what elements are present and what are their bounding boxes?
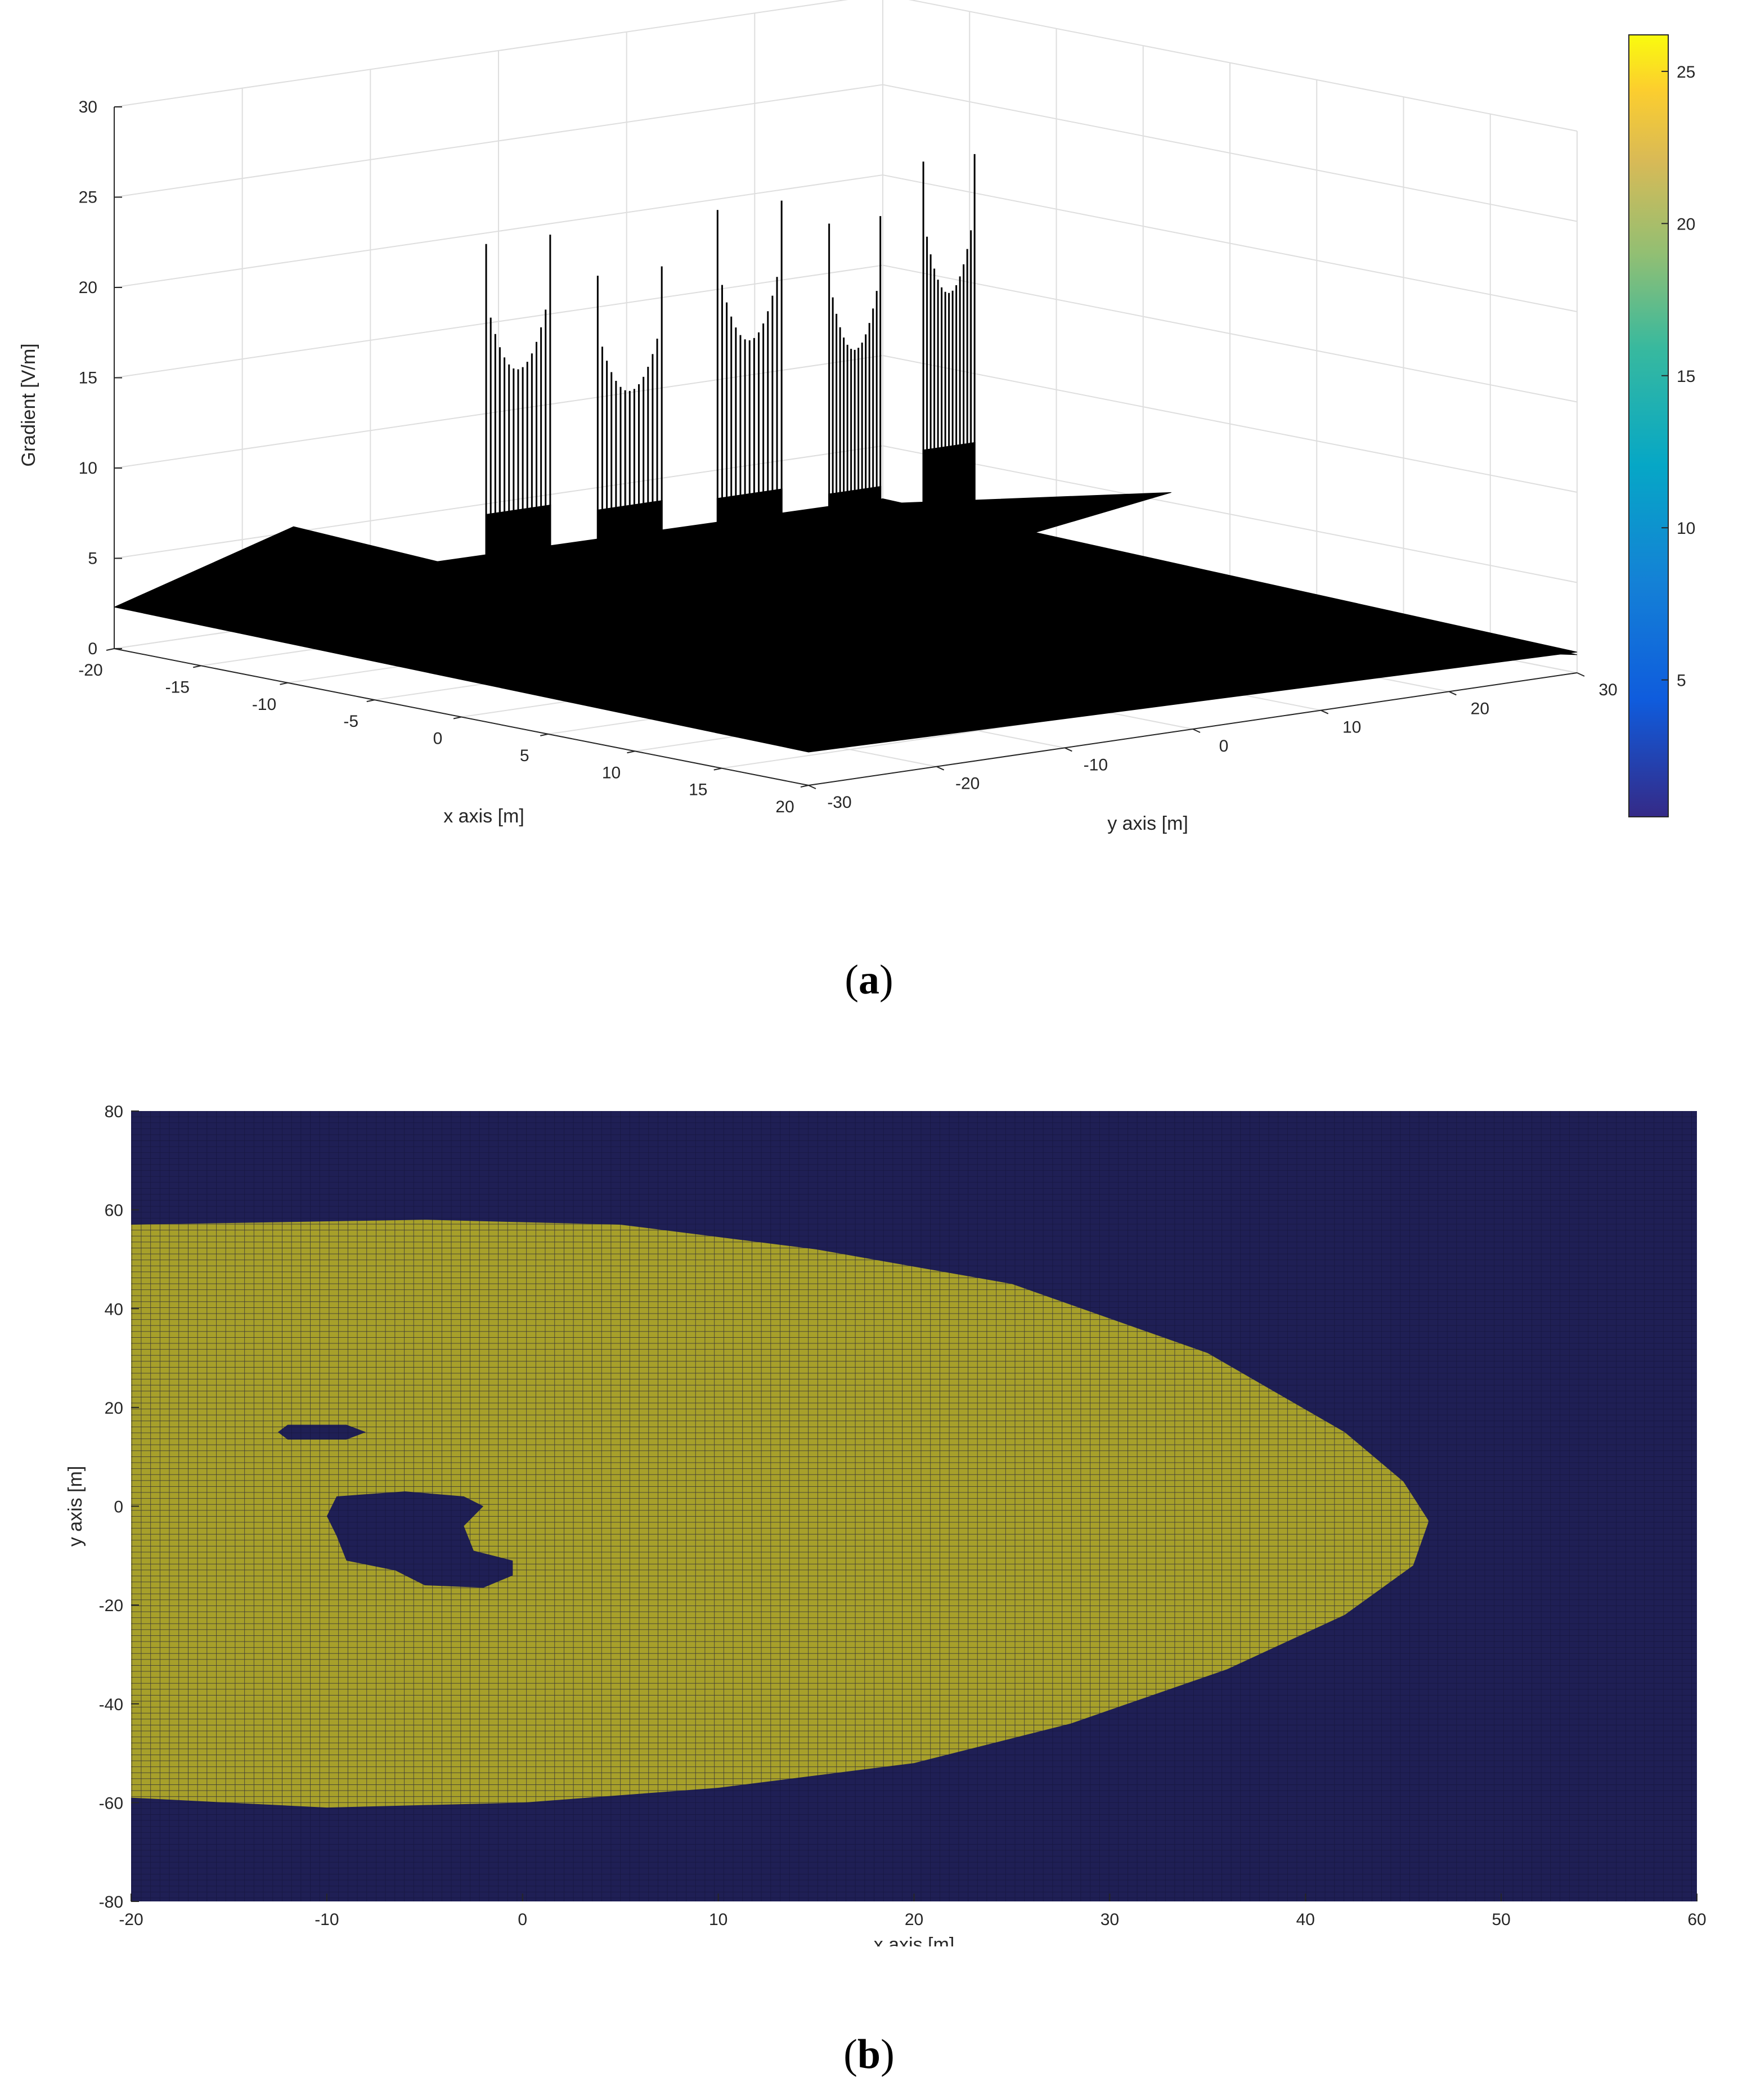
x-tick-label: -20 <box>119 1910 143 1929</box>
caption-a: (a) <box>845 957 893 1003</box>
x-tick-label: 20 <box>905 1910 923 1929</box>
y-tick-label: 20 <box>105 1399 123 1418</box>
y-tick-label: 0 <box>1219 737 1229 756</box>
z-tick-label: 5 <box>88 550 97 568</box>
x-tick-label: 10 <box>602 763 621 782</box>
y-tick-label: 80 <box>105 1103 123 1121</box>
y-axis-title: y axis [m] <box>1107 813 1188 834</box>
grid-line <box>114 354 1578 493</box>
tick-labels: -20 -15 -10 -5 0 5 10 15 20 -30 -20 -10 0 10 20 30 0 5 10 1… <box>18 98 1618 834</box>
y-tick <box>936 766 945 771</box>
grid-line <box>114 84 1578 222</box>
z-tick-label: 20 <box>79 278 97 297</box>
colorbar-tick-label: 10 <box>1677 519 1695 538</box>
y-tick-label: -10 <box>1084 756 1108 774</box>
spike-body <box>828 485 882 622</box>
grid-line <box>114 264 1578 403</box>
spike-group <box>596 266 663 638</box>
spike-group <box>828 216 882 622</box>
z-tick-label: 15 <box>79 369 97 388</box>
x-axis-title: x axis [m] <box>443 806 524 827</box>
y-tick-label: 30 <box>1598 681 1617 699</box>
y-tick-label: 60 <box>105 1202 123 1220</box>
y-tick <box>808 785 816 789</box>
heatmap-cell-grid <box>131 1111 1697 1901</box>
x-tick <box>193 665 201 668</box>
colorbar-tick-label: 5 <box>1677 672 1686 690</box>
x-tick <box>453 716 462 720</box>
y-tick-label: 40 <box>105 1300 123 1319</box>
x-tick-label: 40 <box>1296 1910 1315 1929</box>
y-tick <box>1192 729 1201 733</box>
x-axis-title: x axis [m] <box>874 1934 955 1946</box>
spike-body <box>485 504 551 642</box>
z-tick-label: 30 <box>79 98 97 116</box>
x-tick <box>713 767 722 771</box>
spike-body <box>596 500 663 638</box>
figure-b-heatmap: -20 -10 0 10 20 30 40 50 60 -80 -60 -40 -20 0 20 40 60 80… <box>0 1069 1738 1955</box>
x-tick-label: 5 <box>520 747 529 765</box>
x-tick <box>800 785 809 788</box>
surface-hump <box>114 492 1578 655</box>
y-tick <box>1321 709 1329 714</box>
y-tick-label: 20 <box>1471 699 1489 718</box>
x-tick-label: 0 <box>433 730 443 748</box>
x-tick-label: -10 <box>252 695 276 714</box>
colorbar-tick-label: 25 <box>1677 63 1695 82</box>
x-tick <box>540 733 549 736</box>
grid-line <box>114 174 1578 312</box>
x-tick <box>627 750 635 754</box>
spike-group <box>716 200 783 627</box>
colorbar-tick-label: 20 <box>1677 215 1695 233</box>
z-tick-label: 0 <box>88 640 97 658</box>
x-tick-label: -15 <box>165 678 190 696</box>
y-tick-label: -20 <box>99 1597 123 1615</box>
y-tick-label: -60 <box>99 1794 123 1813</box>
x-tick-label: 50 <box>1492 1910 1510 1929</box>
x-tick-label: -20 <box>78 661 102 680</box>
caption-b: (b) <box>843 2031 895 2077</box>
x-tick <box>366 699 375 703</box>
spike-body <box>922 442 976 614</box>
spike-group <box>485 235 551 642</box>
spike-group <box>922 154 976 614</box>
colorbar <box>1628 34 1669 817</box>
z-tick-label: 25 <box>79 188 97 207</box>
heatmap-plot-area <box>131 1111 1697 1901</box>
colorbar-tick-label: 15 <box>1677 367 1695 386</box>
y-tick <box>1577 672 1585 677</box>
y-tick-label: -20 <box>955 775 980 793</box>
z-axis-title: Gradient [V/m] <box>18 343 39 466</box>
z-tick-label: 10 <box>79 459 97 478</box>
x-tick-label: -10 <box>315 1910 339 1929</box>
heatmap-svg: -20 -10 0 10 20 30 40 50 60 -80 -60 -40 -20 0 20 40 60 80… <box>65 1103 1706 1955</box>
x-tick-label: 60 <box>1687 1910 1706 1929</box>
y-tick-label: 0 <box>114 1498 123 1517</box>
y-tick-label: -30 <box>827 793 851 812</box>
x-tick-label: 20 <box>775 798 794 816</box>
y-tick-label: -40 <box>99 1696 123 1714</box>
grid-line <box>114 0 1578 132</box>
y-tick-label: -80 <box>99 1893 123 1912</box>
y-tick <box>1448 691 1457 696</box>
x-tick-label: -5 <box>343 712 358 731</box>
y-tick <box>1064 747 1072 752</box>
spike-body <box>716 488 783 627</box>
y-tick-label: 10 <box>1342 718 1361 737</box>
axes <box>106 106 1585 789</box>
x-tick-label: 15 <box>689 781 707 799</box>
surface-plot-svg: -20 -15 -10 -5 0 5 10 15 20 -30 -20 -10 0 10 20 30 0 5 10 1… <box>18 0 1695 834</box>
x-tick-label: 0 <box>518 1910 527 1929</box>
x-tick-label: 30 <box>1101 1910 1119 1929</box>
figure-a-surface-plot: -20 -15 -10 -5 0 5 10 15 20 -30 -20 -10 0 10 20 30 0 5 10 1… <box>0 0 1738 878</box>
x-tick-label: 10 <box>709 1910 727 1929</box>
x-tick <box>106 648 115 651</box>
x-tick <box>280 682 288 685</box>
grid-line <box>114 445 1578 583</box>
y-axis-title: y axis [m] <box>65 1466 86 1547</box>
surface <box>114 154 1578 753</box>
